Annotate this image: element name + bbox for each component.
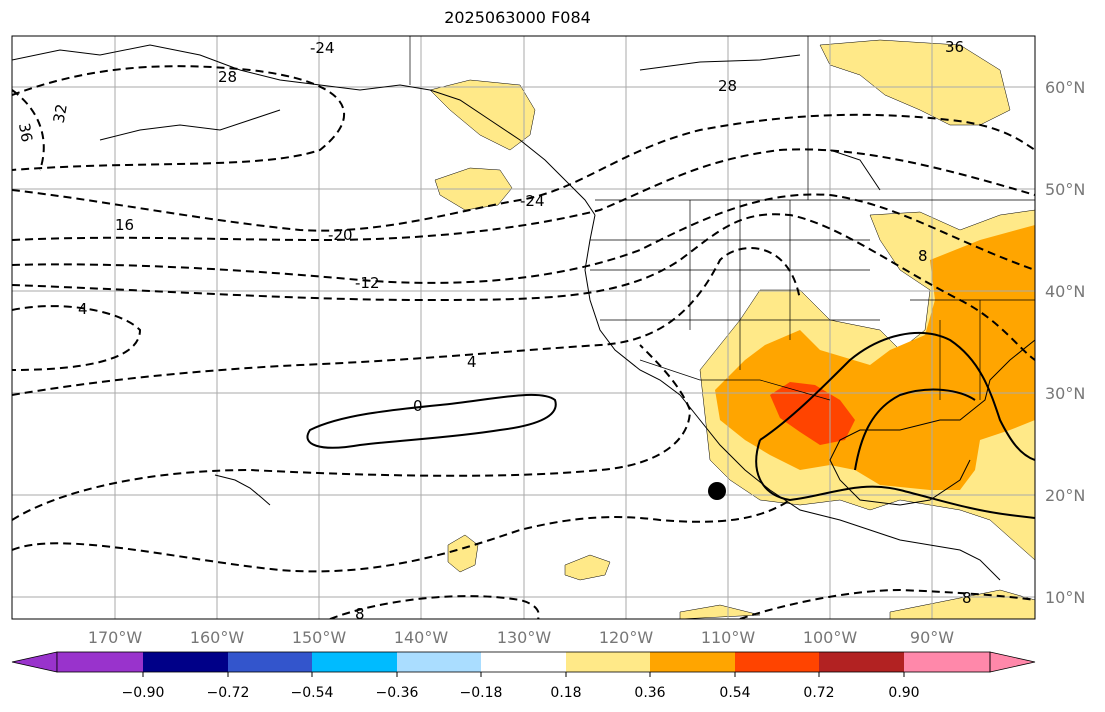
height-contours-solid [306, 332, 1035, 519]
lon-label: 160°W [190, 628, 245, 647]
lon-label: 150°W [292, 628, 347, 647]
contour-label: 28 [218, 68, 237, 86]
colorbar-segment [566, 652, 650, 672]
colorbar-tick-label: 0.72 [803, 685, 834, 701]
contour-label: 8 [962, 589, 972, 607]
contour-label: 28 [718, 77, 737, 95]
contour-label: 8 [355, 605, 365, 623]
colorbar-segment [904, 652, 990, 672]
colorbar-segment [143, 652, 228, 672]
colorbar-tick-label: −0.54 [291, 685, 334, 701]
colorbar-segment [312, 652, 397, 672]
latitude-labels: 60°N 50°N 40°N 30°N 20°N 10°N [1045, 78, 1085, 607]
lon-label: 90°W [910, 628, 954, 647]
contour-label: 4 [78, 300, 88, 318]
political-borders [409, 36, 1035, 401]
colorbar-segment [650, 652, 735, 672]
colorbar-extend-max [989, 651, 1036, 673]
graticule [12, 36, 1035, 619]
colorbar-segment [228, 652, 312, 672]
coastlines [12, 44, 1035, 581]
colorbar-segment [735, 652, 819, 672]
colorbar: −0.90 −0.72 −0.54 −0.36 −0.18 0.18 0.36 0.54 0.7… [11, 651, 1036, 701]
contour-label: 4 [467, 353, 477, 371]
colorbar-tick-label: 0.90 [888, 685, 919, 701]
colorbar-frame [56, 651, 991, 673]
colorbar-tick-label: −0.90 [122, 685, 165, 701]
colorbar-segment [819, 652, 904, 672]
colorbar-segment [481, 652, 566, 672]
location-marker [708, 482, 726, 500]
lon-label: 110°W [701, 628, 756, 647]
height-contours-dashed [12, 65, 1035, 619]
contour-labels: -24 28 32 36 16 -20 -12 4 4 0 -24 28 36 … [15, 38, 972, 623]
contour-label: -24 [310, 39, 335, 57]
contour-label: 8 [918, 247, 928, 265]
colorbar-tick-label: 0.36 [634, 685, 665, 701]
lat-label: 60°N [1045, 78, 1085, 97]
lon-label: 130°W [497, 628, 552, 647]
lat-label: 50°N [1045, 180, 1085, 199]
contour-label: 36 [945, 38, 964, 56]
lon-label: 100°W [803, 628, 858, 647]
contour-label: -12 [355, 274, 380, 292]
contour-label: -24 [520, 192, 545, 210]
colorbar-extend-min [11, 651, 58, 673]
contour-label: 36 [15, 122, 36, 144]
lat-label: 40°N [1045, 282, 1085, 301]
colorbar-tick-label: −0.72 [207, 685, 250, 701]
lat-label: 10°N [1045, 588, 1085, 607]
colorbar-segment [57, 652, 143, 672]
lon-label: 170°W [88, 628, 143, 647]
map-frame [11, 35, 1036, 620]
longitude-labels: 170°W 160°W 150°W 140°W 130°W 120°W 110°W 100°W… [88, 628, 954, 647]
anomaly-fill-red [770, 382, 855, 445]
map-title: 2025063000 F084 [444, 8, 591, 27]
colorbar-tick-label: 0.18 [550, 685, 581, 701]
lat-label: 20°N [1045, 486, 1085, 505]
contour-label: 16 [115, 216, 134, 234]
lon-label: 140°W [394, 628, 449, 647]
lat-label: 30°N [1045, 384, 1085, 403]
contour-label: 32 [50, 103, 71, 125]
lon-label: 120°W [599, 628, 654, 647]
colorbar-tick-label: 0.54 [719, 685, 750, 701]
colorbar-tick-label: −0.18 [460, 685, 503, 701]
contour-label: -20 [328, 226, 353, 244]
contour-label: 0 [413, 397, 423, 415]
colorbar-segment [397, 652, 481, 672]
colorbar-tick-label: −0.36 [376, 685, 419, 701]
